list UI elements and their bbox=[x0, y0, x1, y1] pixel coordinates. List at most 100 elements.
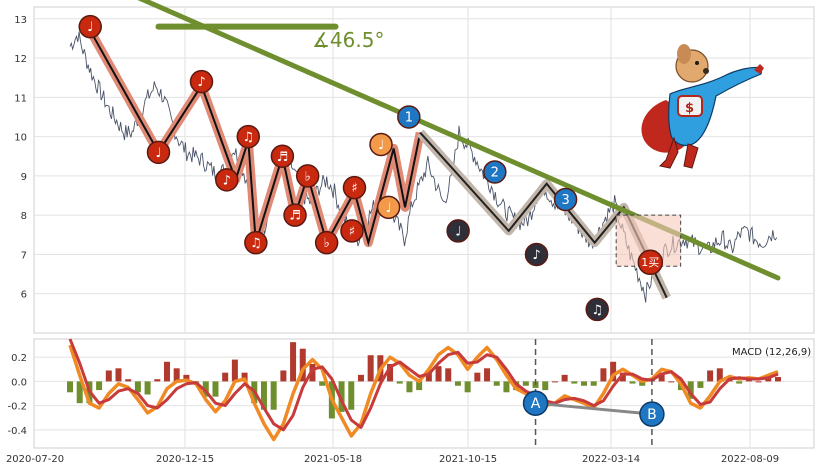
macd-labels: AB bbox=[522, 390, 665, 427]
marker-label: ♩ bbox=[155, 146, 161, 161]
macd-histogram-bar bbox=[716, 368, 723, 382]
macd-histogram-bar bbox=[212, 381, 219, 397]
price-y-tick-label: 8 bbox=[21, 211, 27, 222]
price-y-tick-label: 6 bbox=[21, 290, 27, 301]
macd-histogram-bar bbox=[454, 381, 461, 386]
marker-circle bbox=[244, 230, 268, 255]
macd-histogram-bar bbox=[183, 374, 190, 382]
macd-histogram-bar bbox=[231, 359, 238, 382]
x-tick-label: 2022-08-09 bbox=[721, 454, 779, 465]
macd-histogram-bar bbox=[484, 368, 491, 382]
marker-label: ♫ bbox=[250, 236, 262, 251]
x-tick-label: 2021-05-18 bbox=[304, 454, 362, 465]
macd-histogram-bar bbox=[387, 363, 394, 382]
marker-label: 1买 bbox=[641, 256, 659, 269]
marker-circle bbox=[78, 14, 102, 39]
macd-histogram-bar bbox=[309, 363, 316, 382]
macd-histogram-bar bbox=[629, 381, 636, 384]
macd-histogram-bar bbox=[144, 381, 151, 395]
marker-circle bbox=[446, 219, 470, 243]
marker-label: 1 bbox=[405, 111, 413, 126]
marker-circle bbox=[340, 219, 364, 243]
macd-histogram-bar bbox=[202, 381, 209, 397]
macd-histogram-bar bbox=[338, 381, 345, 412]
macd-histogram-bar bbox=[222, 372, 229, 382]
price-y-tick-label: 13 bbox=[14, 15, 27, 26]
marker-circle bbox=[283, 203, 307, 227]
macd-histogram-bar bbox=[697, 381, 704, 388]
macd-y-tick-label: 0.0 bbox=[11, 377, 27, 388]
price-y-tick-label: 10 bbox=[14, 133, 27, 144]
macd-histogram-bar bbox=[600, 368, 607, 382]
macd-histogram-bar bbox=[173, 368, 180, 382]
x-tick-label: 2022-03-14 bbox=[582, 454, 640, 465]
marker-label: ♩ bbox=[455, 224, 461, 239]
divergence-marker-circle bbox=[522, 390, 549, 416]
macd-histogram-bar bbox=[513, 381, 520, 391]
macd-histogram-bar bbox=[425, 372, 432, 382]
macd-histogram-bar bbox=[464, 381, 471, 393]
macd-histogram-bar bbox=[163, 361, 170, 382]
mascot-glove bbox=[754, 64, 764, 74]
macd-histogram-bar bbox=[96, 381, 103, 391]
macd-histogram-bar bbox=[280, 370, 287, 382]
marker-label: ♩ bbox=[87, 20, 93, 35]
macd-histogram-bar bbox=[610, 361, 617, 382]
macd-histogram-bar bbox=[125, 379, 132, 382]
mascot-emblem-letter: $ bbox=[685, 101, 694, 116]
macd-y-ticks: -0.4 -0.2 0.0 0.2 bbox=[7, 353, 27, 437]
macd-histogram-bar bbox=[687, 381, 694, 399]
macd-histogram-bar bbox=[755, 381, 762, 383]
x-tick-labels: 2020-07-20 2020-12-15 2021-05-18 2021-10-15… bbox=[6, 454, 779, 465]
marker-circle bbox=[376, 195, 401, 220]
marker-circle bbox=[585, 297, 609, 322]
marker-group: ♩ ♩ ♪ ♪ ♫ ♫ ♬ ♬ ♭ ♭ ♯ ♯ ♩ ♩ 1 2 3 ♩ ♪ ♫ 1买 bbox=[78, 14, 664, 322]
macd-histogram-bar bbox=[357, 374, 364, 382]
marker-label: ♬ bbox=[289, 209, 301, 224]
mascot-boot-left bbox=[658, 136, 679, 169]
macd-histogram-bar bbox=[105, 370, 112, 382]
marker-circle bbox=[270, 144, 295, 169]
marker-label: 3 bbox=[561, 193, 569, 208]
divergence-marker-circle bbox=[639, 401, 665, 427]
macd-lines bbox=[68, 338, 779, 442]
marker-label: ♯ bbox=[349, 224, 355, 239]
macd-histogram-bar bbox=[551, 381, 558, 383]
macd-histogram-bar bbox=[619, 372, 626, 382]
mascot-suit bbox=[668, 66, 763, 147]
macd-legend: MACD (12,26,9) bbox=[732, 347, 811, 358]
macd-histogram-bar bbox=[542, 381, 549, 391]
macd-panel-frame bbox=[33, 338, 815, 449]
macd-histogram-bar bbox=[76, 381, 83, 404]
marker-circle bbox=[295, 164, 320, 188]
x-tick-label: 2021-10-15 bbox=[439, 454, 497, 465]
divergence-marker-label: B bbox=[647, 407, 657, 423]
marker-label: 2 bbox=[491, 166, 499, 181]
marker-circle bbox=[189, 69, 214, 94]
divergence-marker-label: A bbox=[531, 396, 541, 412]
macd-histogram-bar bbox=[154, 379, 161, 382]
macd-histogram-bar bbox=[639, 381, 646, 386]
macd-histogram-bar bbox=[416, 381, 423, 391]
macd-histogram-bar bbox=[134, 381, 141, 393]
macd-histogram-bar bbox=[503, 381, 510, 393]
macd-histogram-bar bbox=[435, 366, 442, 382]
marker-label: ♩ bbox=[386, 201, 392, 216]
macd-y-tick-label: 0.2 bbox=[11, 353, 27, 364]
price-y-tick-label: 11 bbox=[14, 93, 27, 104]
macd-histogram-bar bbox=[522, 381, 529, 386]
macd-dea-line bbox=[68, 338, 779, 432]
mascot-nose bbox=[703, 68, 709, 74]
macd-histogram-bar bbox=[571, 381, 578, 384]
macd-histogram-bar bbox=[319, 381, 326, 386]
angle-label: ∡46.5° bbox=[312, 28, 384, 52]
marker-label: ♯ bbox=[351, 181, 357, 196]
mascot-eye bbox=[695, 61, 699, 65]
marker-circle bbox=[342, 175, 367, 200]
x-tick-label: 2020-12-15 bbox=[156, 454, 214, 465]
macd-histogram-bar bbox=[736, 381, 743, 384]
marker-circle bbox=[146, 140, 171, 165]
macd-histogram-bar bbox=[406, 381, 413, 393]
divergence-line bbox=[535, 401, 653, 416]
